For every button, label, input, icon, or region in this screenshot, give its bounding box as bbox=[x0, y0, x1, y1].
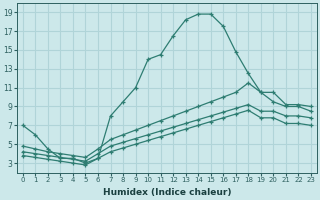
X-axis label: Humidex (Indice chaleur): Humidex (Indice chaleur) bbox=[103, 188, 231, 197]
